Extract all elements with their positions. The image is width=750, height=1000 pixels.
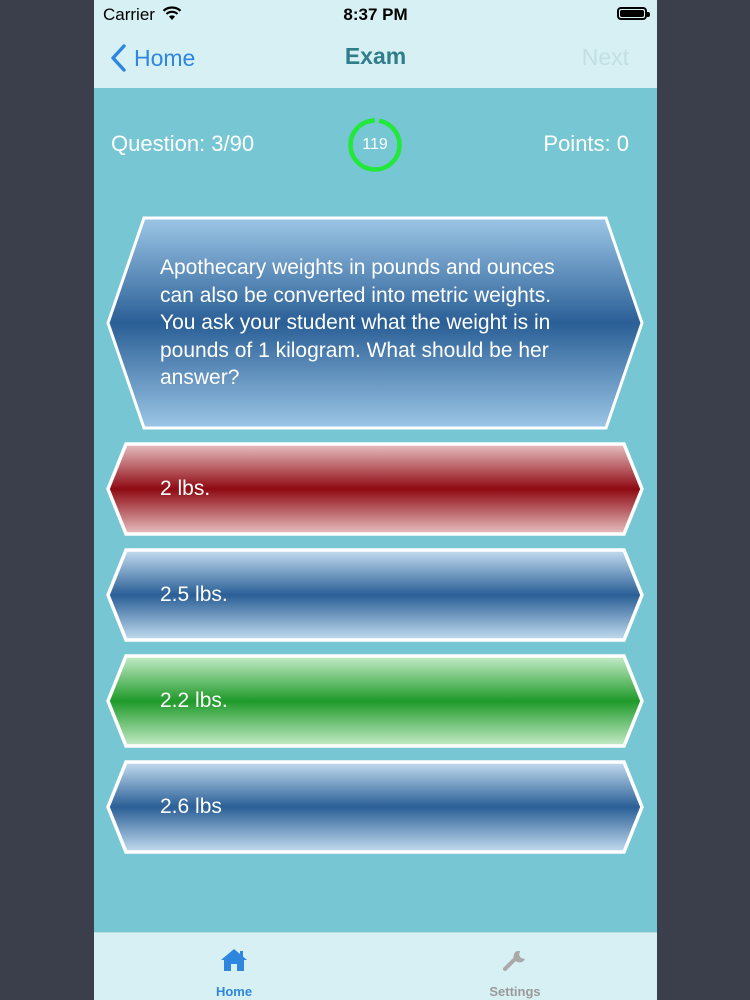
answer-label: 2.6 lbs [160,795,222,819]
question-text: Apothecary weights in pounds and ounces … [160,256,555,390]
answer-option[interactable]: 2.5 lbs. [106,548,644,642]
wifi-icon [162,6,182,20]
tab-bar: Home Settings [94,932,657,1000]
points-label: Points: 0 [543,131,629,156]
answer-option-shape [106,442,644,536]
timer-ring [348,118,402,172]
status-bar: Carrier 8:37 PM [94,0,657,30]
answer-option-shape [106,654,644,748]
answer-label: 2 lbs. [160,477,211,501]
chevron-left-icon [111,44,126,72]
question-card-shape [106,216,644,430]
tab-settings[interactable]: Settings [445,933,585,1000]
wrench-icon [503,951,525,971]
answer-option-shape [106,760,644,854]
tab-settings-label: Settings [489,984,541,999]
question-card: Apothecary weights in pounds and ounces … [106,216,644,430]
app-screen: Carrier 8:37 PM Home Exam Next Question:… [94,0,657,1000]
tab-home-label: Home [215,984,253,999]
answer-label: 2.2 lbs. [160,689,228,713]
tab-home[interactable]: Home [164,933,304,1000]
answer-option[interactable]: 2 lbs. [106,442,644,536]
back-button-label: Home [134,44,196,71]
answer-option[interactable]: 2.6 lbs [106,760,644,854]
next-button[interactable]: Next [581,44,629,70]
clock: 8:37 PM [343,5,408,24]
navigation-bar: Home Exam Next [94,30,657,88]
countdown-timer: 119 [348,118,402,172]
carrier-label: Carrier [103,5,155,24]
page-title: Exam [344,43,407,69]
battery-icon [617,7,650,20]
question-counter: Question: 3/90 [111,131,255,156]
score-row: Question: 3/90 119 Points: 0 [94,118,657,172]
answer-option-shape [106,548,644,642]
answer-label: 2.5 lbs. [160,583,228,607]
back-button[interactable]: Home [108,40,195,76]
answer-option[interactable]: 2.2 lbs. [106,654,644,748]
timer-value: 119 [362,136,388,153]
home-icon [221,949,247,971]
